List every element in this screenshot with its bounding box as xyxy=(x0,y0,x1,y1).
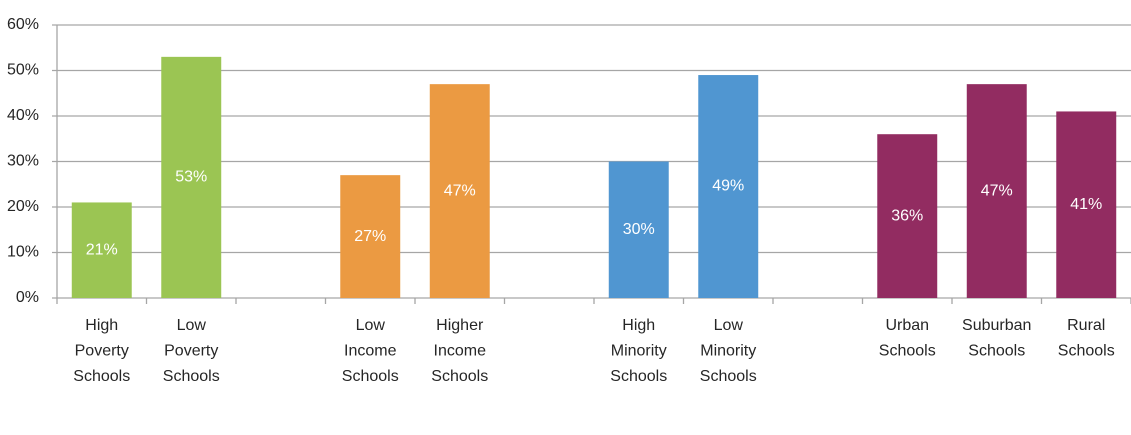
value-label: 47% xyxy=(444,182,476,199)
y-tick-label: 30% xyxy=(7,153,39,170)
bar xyxy=(966,84,1027,299)
value-label: 47% xyxy=(981,182,1013,199)
value-label: 49% xyxy=(712,178,744,195)
bar xyxy=(1056,111,1117,298)
value-label: 36% xyxy=(891,207,923,224)
value-label: 27% xyxy=(354,228,386,245)
x-tick-label: Low Income Schools xyxy=(342,317,399,385)
y-tick-label: 50% xyxy=(7,62,39,79)
y-tick-label: 60% xyxy=(7,16,39,33)
x-tick-label: Suburban Schools xyxy=(962,317,1031,360)
y-tick-label: 40% xyxy=(7,107,39,124)
bar xyxy=(71,202,132,298)
x-tick-label: Low Poverty Schools xyxy=(163,317,220,385)
y-tick-label: 0% xyxy=(16,289,39,306)
x-tick-label: Urban Schools xyxy=(879,317,936,360)
x-tick-label: Rural Schools xyxy=(1058,317,1115,360)
bar xyxy=(608,161,669,298)
y-tick-label: 20% xyxy=(7,198,39,215)
value-label: 53% xyxy=(175,169,207,186)
bar xyxy=(877,134,938,298)
value-label: 21% xyxy=(86,241,118,258)
x-tick-label: Low Minority Schools xyxy=(700,317,757,385)
bar xyxy=(698,75,759,298)
x-tick-label: High Minority Schools xyxy=(610,317,667,385)
x-tick-label: Higher Income Schools xyxy=(431,317,488,385)
y-tick-label: 10% xyxy=(7,244,39,261)
value-label: 41% xyxy=(1070,196,1102,213)
bar xyxy=(429,84,490,299)
value-label: 30% xyxy=(623,221,655,238)
x-tick-label: High Poverty Schools xyxy=(73,317,130,385)
bar xyxy=(161,56,222,298)
bar xyxy=(340,175,401,298)
